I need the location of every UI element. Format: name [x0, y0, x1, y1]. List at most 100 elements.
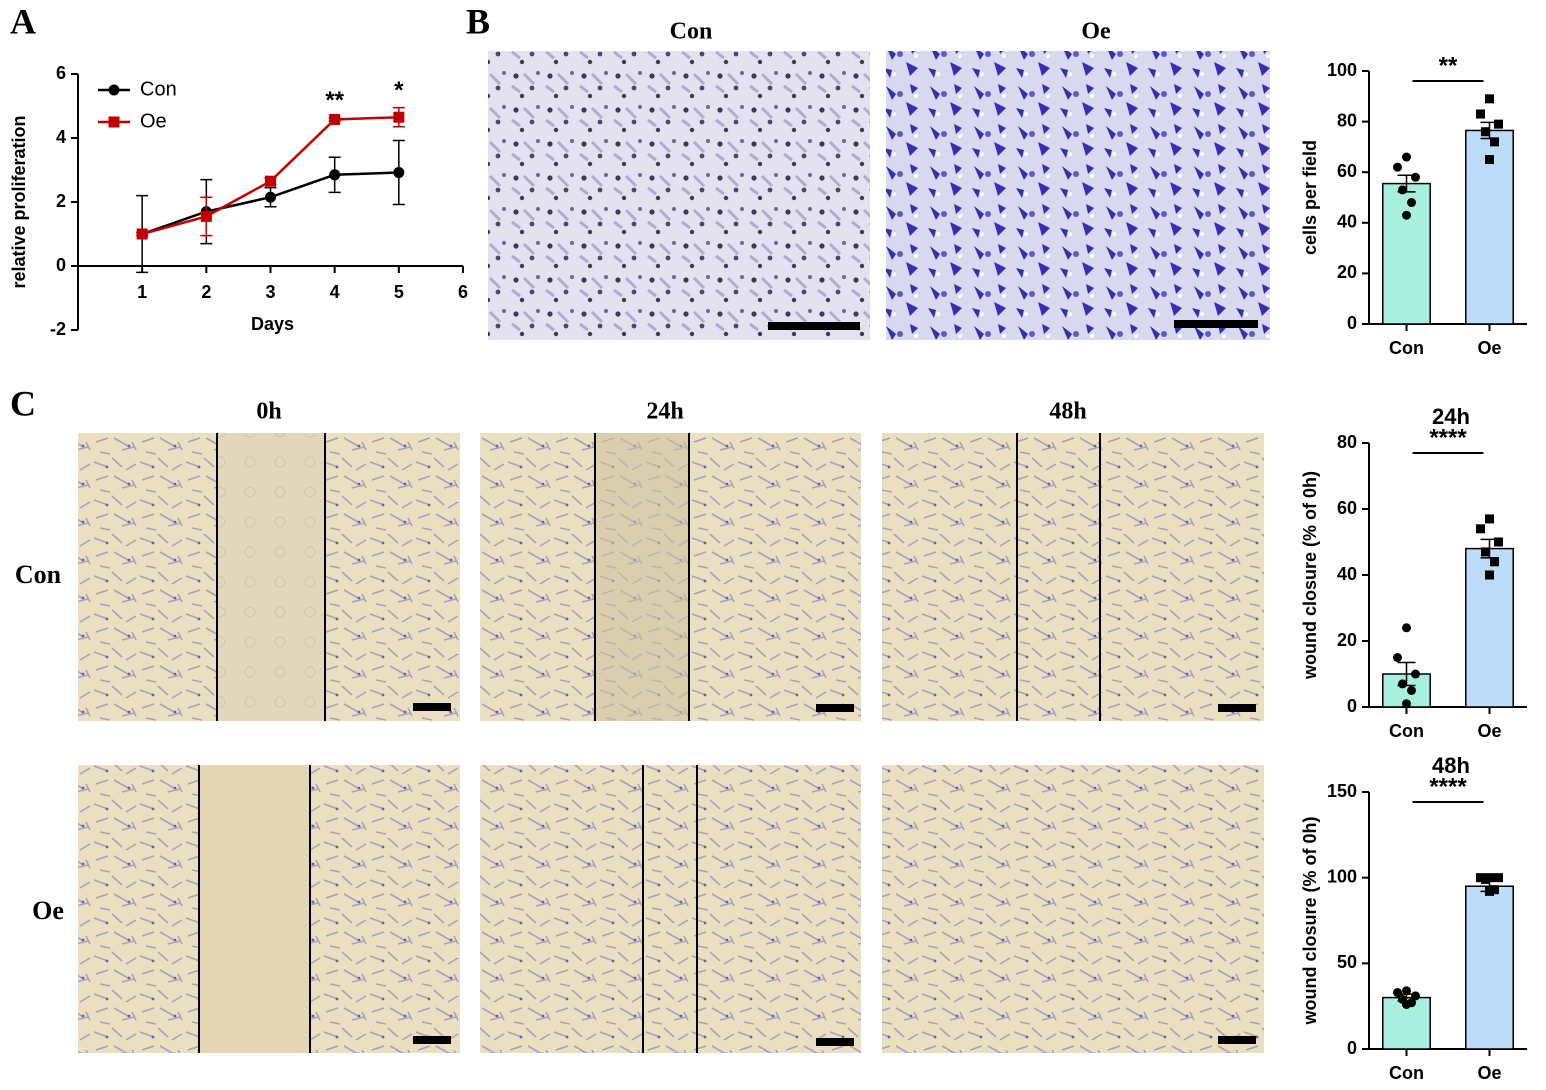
wound-gap: [595, 433, 689, 721]
x-tick-label: Con: [1389, 721, 1424, 741]
y-tick-label: 0: [1347, 1038, 1357, 1058]
point: [136, 228, 148, 240]
data-point: [1490, 557, 1499, 567]
series-line: [141, 115, 399, 236]
y-axis-label: relative proliferation: [9, 115, 29, 288]
y-tick-label: 60: [1337, 498, 1357, 518]
data-point: [1402, 152, 1411, 162]
point: [200, 210, 212, 222]
point: [329, 169, 341, 181]
scale-bars: [413, 703, 1256, 1046]
micrograph: [886, 51, 1270, 340]
data-point: [1411, 669, 1420, 679]
point: [329, 113, 341, 125]
data-point: [1402, 699, 1411, 709]
y-tick-label: 20: [1337, 630, 1357, 650]
data-point: [1481, 547, 1490, 557]
data-point: [1402, 986, 1411, 996]
y-tick-label: 40: [1337, 564, 1357, 584]
data-point: [1402, 623, 1411, 633]
significance: *: [394, 77, 404, 104]
data-point: [1393, 162, 1402, 172]
data-point: [1490, 137, 1499, 147]
y-tick-label: 4: [56, 127, 66, 147]
point: [265, 191, 276, 203]
data-point: [1485, 886, 1494, 896]
data-point: [1494, 119, 1503, 129]
data-point: [1411, 991, 1420, 1001]
data-point: [1407, 198, 1416, 208]
data-point: [1476, 873, 1485, 883]
x-tick-label: Oe: [1477, 1063, 1501, 1083]
significance: ****: [1429, 424, 1467, 451]
x-tick-label: 4: [330, 282, 340, 302]
micrographs-b: Con Oe: [488, 19, 1270, 340]
y-tick-label: 80: [1337, 432, 1357, 452]
y-tick-label: -2: [50, 319, 66, 339]
data-point: [1481, 127, 1490, 137]
data-point: [1402, 210, 1411, 220]
data-point: [1476, 524, 1485, 534]
point: [265, 175, 276, 187]
x-tick-label: 2: [201, 282, 211, 302]
column-title: 24h: [646, 399, 683, 425]
y-tick-label: 0: [1347, 313, 1357, 333]
y-tick-label: 60: [1337, 161, 1357, 181]
x-tick-label: Oe: [1477, 338, 1501, 358]
point: [393, 111, 405, 123]
y-tick-label: 0: [56, 255, 66, 275]
y-axis-label: cells per field: [1300, 140, 1320, 255]
x-tick-label: Con: [1389, 338, 1424, 358]
y-tick-label: 150: [1327, 781, 1357, 801]
legend-marker: [108, 116, 120, 128]
x-tick-label: 5: [394, 282, 404, 302]
data-point: [1398, 679, 1407, 689]
micrograph: [882, 765, 1264, 1053]
data-point: [1411, 172, 1420, 182]
micrograph: [488, 51, 870, 340]
significance: ****: [1429, 773, 1467, 800]
bar: [1382, 182, 1431, 325]
micrograph: [480, 765, 861, 1053]
data-point: [1494, 537, 1503, 547]
data-point: [1402, 999, 1411, 1009]
scratch-lines: [198, 433, 1101, 1053]
x-tick-label: 6: [458, 282, 468, 302]
column-title: 48h: [1049, 399, 1086, 425]
data-point: [1485, 514, 1494, 524]
panel-label: B: [466, 1, 490, 41]
data-point: [1485, 94, 1494, 104]
micrograph: [882, 433, 1264, 721]
data-point: [1398, 185, 1407, 195]
data-point: [1494, 873, 1503, 883]
y-tick-label: 40: [1337, 212, 1357, 232]
image-title: Oe: [1081, 19, 1111, 45]
data-point: [1393, 653, 1402, 662]
y-tick-label: 0: [1347, 696, 1357, 716]
x-tick-label: 3: [265, 282, 275, 302]
significance: **: [325, 87, 344, 114]
chart-title: 48h: [1432, 753, 1470, 778]
x-axis-label: Days: [251, 314, 294, 334]
row-label: Con: [15, 560, 62, 589]
y-tick-label: 20: [1337, 262, 1357, 282]
y-tick-label: 6: [56, 63, 66, 83]
x-tick-label: Con: [1389, 1063, 1424, 1083]
data-point: [1485, 155, 1494, 165]
y-tick-label: 100: [1327, 60, 1357, 80]
x-tick-label: Oe: [1477, 721, 1501, 741]
y-tick-label: 2: [56, 191, 66, 211]
wound-gap: [199, 765, 310, 1053]
y-tick-label: 50: [1337, 952, 1357, 972]
legend-label: Con: [140, 78, 177, 100]
significance: **: [1439, 52, 1458, 79]
legend-marker: [108, 84, 120, 96]
y-tick-label: 100: [1327, 866, 1357, 886]
data-point: [1481, 874, 1490, 884]
y-axis-label: wound closure (% of 0h): [1300, 816, 1320, 1025]
chart-title: 24h: [1432, 404, 1470, 429]
micrographs-c: 0h 24h 48h Con Oe: [15, 399, 1264, 1053]
bar: [1465, 885, 1514, 1050]
data-point: [1407, 686, 1416, 695]
y-axis-label: wound closure (% of 0h): [1300, 471, 1320, 680]
